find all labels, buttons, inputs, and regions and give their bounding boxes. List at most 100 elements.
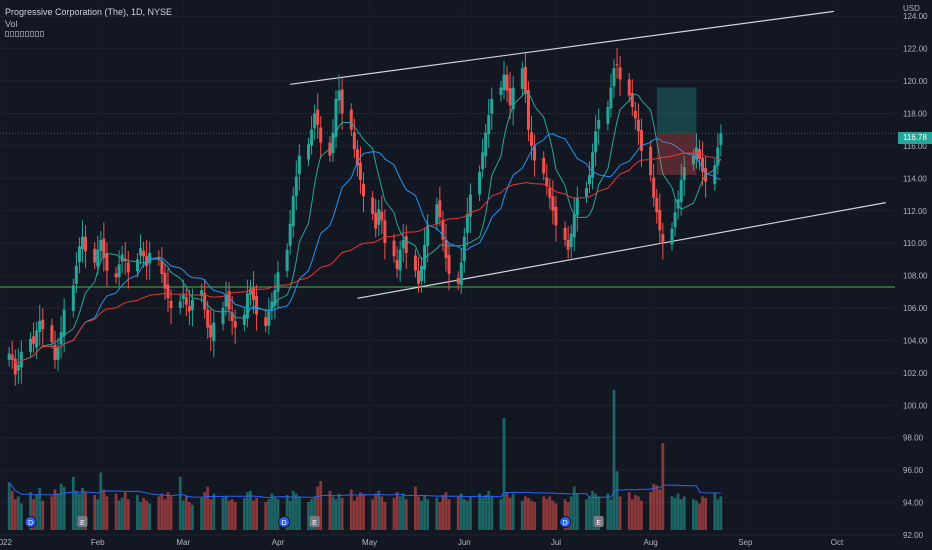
volume-bar [502, 418, 506, 530]
candle-body [481, 152, 485, 170]
candle-body [459, 262, 463, 286]
candle-body [572, 214, 576, 238]
candle-body [32, 336, 36, 344]
target-zone [656, 87, 697, 134]
candle-body [288, 223, 292, 246]
volume-bar [316, 486, 320, 530]
volume-bar [698, 503, 701, 530]
candle-body [392, 240, 396, 257]
candle-body [142, 250, 146, 257]
volume-bar [523, 496, 527, 530]
candle-body [294, 176, 298, 197]
candle-body [307, 144, 311, 160]
event-marker-label: D [282, 520, 287, 527]
volume-bar [530, 500, 533, 530]
earnings-marker [77, 516, 88, 527]
candle-body [636, 119, 640, 132]
candle-body [102, 238, 106, 258]
y-tick-label: 108.00 [903, 272, 928, 281]
volume-bar [117, 500, 121, 530]
volume-bar [597, 496, 601, 530]
x-tick-label: Feb [91, 538, 105, 547]
y-tick-label: 106.00 [903, 304, 928, 313]
volume-bar [123, 492, 127, 530]
candle-body [16, 364, 20, 371]
volume-bar [499, 499, 503, 530]
candle-body [530, 132, 534, 146]
volume-bar [285, 495, 289, 530]
volume-bar [252, 500, 255, 530]
volume-bar [270, 493, 274, 530]
volume-bar [160, 493, 164, 530]
candle-body [401, 239, 405, 249]
candle-body [38, 321, 42, 333]
volume-bar [276, 499, 280, 530]
candle-body [53, 344, 57, 360]
candle-body [248, 288, 252, 295]
volume-bar [637, 496, 640, 530]
volume-bar [398, 496, 402, 530]
volume-bar [414, 486, 417, 530]
candle-body [380, 211, 384, 221]
candle-body [200, 290, 204, 297]
volume-bar [74, 490, 78, 530]
volume-bar [679, 499, 683, 530]
candle-body [96, 249, 100, 267]
x-tick-label: Apr [272, 538, 285, 547]
volume-bar [649, 492, 653, 530]
volume-bar [392, 497, 396, 530]
volume-bar [139, 502, 142, 530]
candle-body [639, 130, 643, 151]
candle-body [105, 253, 109, 271]
candle-body [694, 147, 698, 160]
volume-bar [81, 488, 84, 530]
volume-bar [334, 499, 338, 530]
volume-bar [633, 495, 637, 530]
volume-bar [62, 486, 66, 530]
volume-bar [148, 503, 152, 530]
candle-body [575, 197, 579, 216]
volume-bar [307, 502, 310, 530]
candle-body [716, 147, 720, 166]
candle-body [719, 133, 723, 145]
volume-bar [554, 503, 558, 530]
candle-body [80, 236, 84, 250]
volume-bar [612, 390, 616, 530]
volume-bar [10, 490, 14, 530]
candle-body [566, 239, 570, 250]
volume-bar [209, 499, 213, 530]
candle-body [41, 319, 45, 330]
candle-body [221, 308, 225, 324]
candle-body [297, 155, 301, 175]
candle-body [563, 227, 567, 240]
candle-body [233, 321, 237, 328]
candle-body [319, 127, 323, 143]
volume-bar [41, 500, 45, 530]
volume-bar [371, 499, 375, 530]
candle-body [468, 194, 472, 217]
volume-bar [352, 500, 356, 530]
candle-body [310, 129, 314, 146]
volume-bar [145, 500, 149, 530]
x-tick-label: May [362, 538, 377, 547]
volume-bar [505, 492, 509, 530]
candle-body [545, 177, 549, 187]
event-marker-label: D [563, 520, 568, 527]
candle-body [334, 98, 338, 137]
volume-bar [13, 499, 17, 530]
volume-bar [359, 492, 362, 530]
candle-body [398, 249, 402, 271]
volume-bar [59, 483, 63, 530]
candle-body [190, 299, 194, 310]
volume-bar [163, 499, 167, 530]
y-tick-label: 112.00 [903, 207, 927, 216]
candle-body [255, 296, 259, 315]
candle-body [426, 225, 430, 247]
ma-50-line [8, 152, 722, 364]
candle-body [316, 109, 320, 125]
volume-bar [221, 497, 225, 530]
candle-body [291, 196, 295, 227]
candle-body [597, 119, 601, 129]
